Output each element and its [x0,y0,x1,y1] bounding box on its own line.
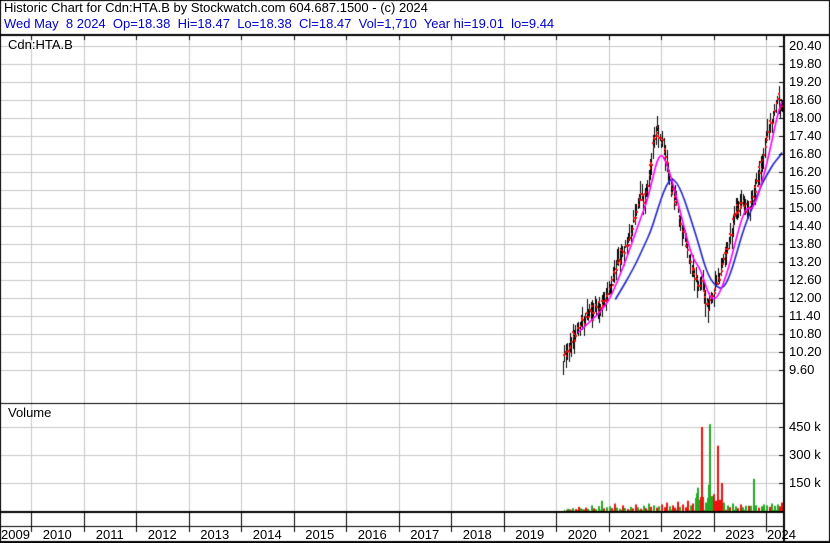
price-tick-label: 19.80 [789,56,822,71]
price-tick-label: 20.40 [789,38,822,53]
price-tick-label: 17.40 [789,128,822,143]
year-tick-label: 2020 [567,527,597,542]
price-tick-label: 16.20 [789,164,822,179]
price-tick-label: 14.40 [789,218,822,233]
volume-panel-label: Volume [8,405,52,420]
year-tick-label: 2019 [515,527,545,542]
year-tick-label: 2018 [462,527,492,542]
price-tick-label: 12.60 [789,272,822,287]
price-tick-label: 18.00 [789,110,822,125]
year-tick-label: 2017 [410,527,440,542]
symbol-label: Cdn:HTA.B [8,37,73,52]
volume-tick-label: 150 k [789,475,821,490]
year-tick-label: 2011 [95,527,124,542]
price-tick-label: 9.60 [789,362,815,377]
year-tick-label: 2012 [147,527,177,542]
price-tick-label: 11.40 [789,308,821,323]
price-tick-label: 15.00 [789,200,822,215]
volume-tick-label: 300 k [789,447,821,462]
year-tick-label: 2022 [672,527,702,542]
year-tick-label: 2010 [42,527,72,542]
year-tick-label: 2024 [767,527,796,542]
price-tick-label: 13.20 [789,254,822,269]
price-tick-label: 10.20 [789,344,822,359]
price-tick-label: 15.60 [789,182,822,197]
year-tick-label: 2009 [1,527,30,542]
year-tick-label: 2021 [620,527,650,542]
year-tick-label: 2015 [305,527,335,542]
year-tick-label: 2013 [200,527,230,542]
chart-title: Historic Chart for Cdn:HTA.B by Stockwat… [4,0,428,15]
year-tick-label: 2016 [357,527,387,542]
volume-tick-label: 450 k [789,419,821,434]
price-tick-label: 19.20 [789,74,822,89]
price-tick-label: 10.80 [789,326,822,341]
price-tick-label: 16.80 [789,146,822,161]
price-tick-label: 12.00 [789,290,822,305]
price-tick-label: 13.80 [789,236,822,251]
year-tick-label: 2023 [725,527,755,542]
price-tick-label: 18.60 [789,92,822,107]
year-tick-label: 2014 [252,527,282,542]
quote-summary-line: Wed May 8 2024 Op=18.38 Hi=18.47 Lo=18.3… [4,16,555,31]
